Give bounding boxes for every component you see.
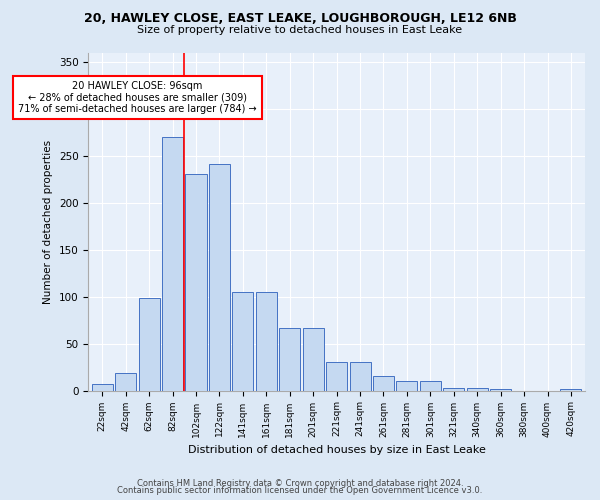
- X-axis label: Distribution of detached houses by size in East Leake: Distribution of detached houses by size …: [188, 445, 485, 455]
- Text: Size of property relative to detached houses in East Leake: Size of property relative to detached ho…: [137, 25, 463, 35]
- Text: Contains HM Land Registry data © Crown copyright and database right 2024.: Contains HM Land Registry data © Crown c…: [137, 478, 463, 488]
- Bar: [256, 292, 277, 390]
- Bar: [420, 381, 441, 390]
- Bar: [209, 164, 230, 390]
- Text: 20 HAWLEY CLOSE: 96sqm
← 28% of detached houses are smaller (309)
71% of semi-de: 20 HAWLEY CLOSE: 96sqm ← 28% of detached…: [18, 80, 257, 114]
- Bar: [92, 384, 113, 390]
- Bar: [490, 388, 511, 390]
- Bar: [397, 381, 418, 390]
- Bar: [279, 328, 301, 390]
- Text: 20, HAWLEY CLOSE, EAST LEAKE, LOUGHBOROUGH, LE12 6NB: 20, HAWLEY CLOSE, EAST LEAKE, LOUGHBOROU…: [83, 12, 517, 26]
- Text: Contains public sector information licensed under the Open Government Licence v3: Contains public sector information licen…: [118, 486, 482, 495]
- Bar: [467, 388, 488, 390]
- Bar: [162, 137, 183, 390]
- Bar: [350, 362, 371, 390]
- Bar: [326, 362, 347, 390]
- Bar: [302, 328, 324, 390]
- Bar: [443, 388, 464, 390]
- Bar: [373, 376, 394, 390]
- Bar: [185, 174, 206, 390]
- Bar: [139, 298, 160, 390]
- Y-axis label: Number of detached properties: Number of detached properties: [43, 140, 53, 304]
- Bar: [560, 388, 581, 390]
- Bar: [115, 372, 136, 390]
- Bar: [232, 292, 253, 390]
